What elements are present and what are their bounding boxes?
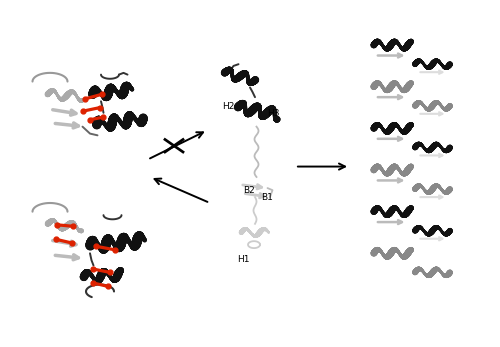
Text: H3: H3 bbox=[268, 109, 280, 118]
Text: B1: B1 bbox=[262, 193, 274, 202]
Text: H1: H1 bbox=[238, 255, 250, 264]
Text: B2: B2 bbox=[244, 186, 256, 195]
Text: H2: H2 bbox=[222, 102, 235, 111]
